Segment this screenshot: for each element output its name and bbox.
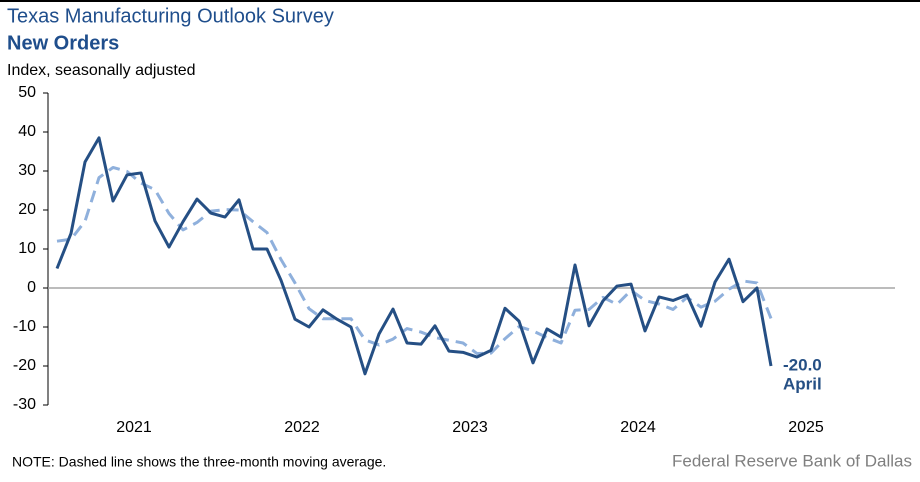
y-tick-label: -20 — [13, 357, 36, 374]
y-tick-label: 20 — [18, 201, 36, 218]
source: Federal Reserve Bank of Dallas — [672, 451, 912, 470]
moving-average-line — [56, 165, 773, 356]
value-label: -20.0 — [783, 355, 822, 374]
y-tick-label: -30 — [13, 396, 36, 413]
x-tick-label: 2022 — [284, 419, 320, 436]
x-tick-label: 2025 — [788, 419, 824, 436]
y-tick-label: 40 — [18, 123, 36, 140]
annotation-label: April — [783, 374, 822, 393]
x-tick-label: 2021 — [116, 419, 152, 436]
series-line — [55, 136, 773, 376]
x-tick-label: 2023 — [452, 419, 488, 436]
y-tick-label: 30 — [18, 162, 36, 179]
y-tick-label: 50 — [18, 84, 36, 101]
y-tick-label: 0 — [27, 279, 36, 296]
chart-subtitle: New Orders — [7, 32, 119, 54]
y-tick-label: -10 — [13, 318, 36, 335]
chart-title: Texas Manufacturing Outlook Survey — [7, 5, 334, 27]
y-axis-label: Index, seasonally adjusted — [7, 62, 196, 79]
y-tick-label: 10 — [18, 240, 36, 257]
x-tick-label: 2024 — [620, 419, 656, 436]
note: NOTE: Dashed line shows the three-month … — [12, 454, 386, 470]
